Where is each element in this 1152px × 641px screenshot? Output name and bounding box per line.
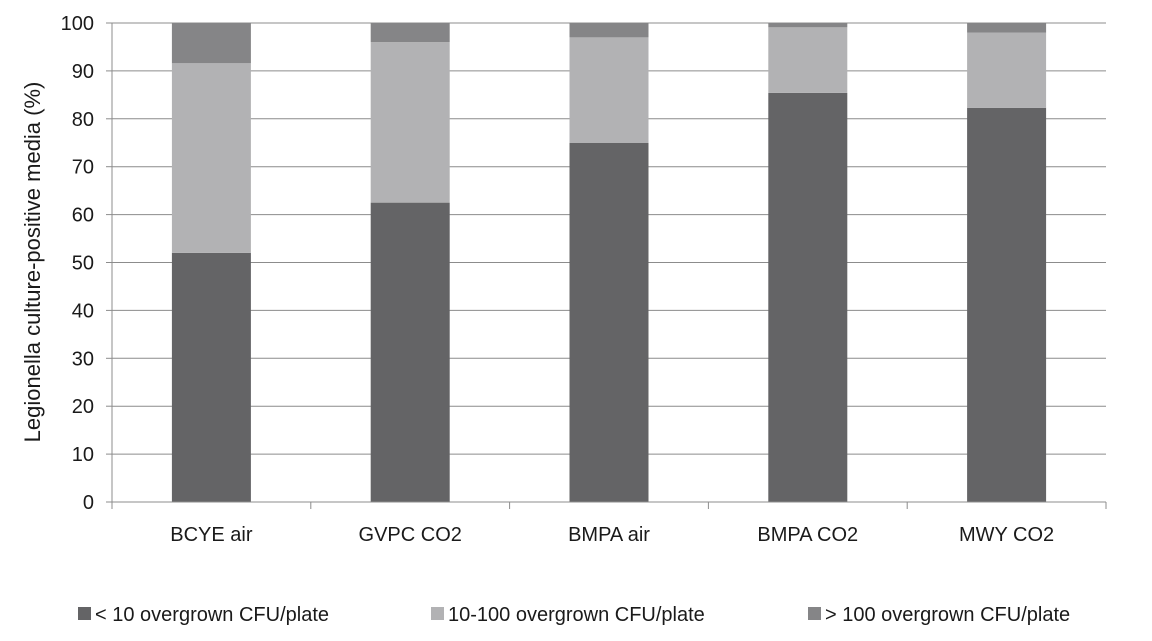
bar-segment bbox=[370, 23, 450, 43]
y-tick-label: 80 bbox=[72, 109, 94, 131]
y-tick-label: 50 bbox=[72, 253, 94, 275]
x-tick-label: BMPA air bbox=[568, 524, 650, 546]
axes bbox=[106, 22, 1107, 509]
legend-item: 10-100 overgrown CFU/plate bbox=[431, 604, 705, 626]
legend-swatch bbox=[431, 607, 444, 620]
x-tick-label: MWY CO2 bbox=[959, 524, 1054, 546]
y-tick-label: 40 bbox=[72, 300, 94, 322]
y-tick-label: 60 bbox=[72, 205, 94, 227]
bar-segment bbox=[569, 23, 649, 38]
bar-segment bbox=[768, 27, 848, 93]
legend-swatch bbox=[808, 607, 821, 620]
y-axis-label: Legionella culture-positive media (%) bbox=[20, 82, 45, 443]
x-tick-label: GVPC CO2 bbox=[359, 524, 462, 546]
bar-segment bbox=[967, 32, 1047, 108]
y-tick-label: 90 bbox=[72, 61, 94, 83]
bar-segment bbox=[171, 252, 251, 502]
y-tick-label: 0 bbox=[83, 492, 94, 514]
y-tick-label: 10 bbox=[72, 444, 94, 466]
bar-segment bbox=[967, 23, 1047, 33]
legend-item: < 10 overgrown CFU/plate bbox=[78, 604, 329, 626]
legend-swatch bbox=[78, 607, 91, 620]
y-tick-label: 30 bbox=[72, 348, 94, 370]
bar-segment bbox=[370, 202, 450, 502]
x-tick-label: BMPA CO2 bbox=[757, 524, 858, 546]
bar-segment bbox=[967, 107, 1047, 503]
y-tick-label: 70 bbox=[72, 157, 94, 179]
bars bbox=[171, 23, 1047, 503]
y-tick-labels: 0 10 20 30 40 50 60 70 80 90 100 bbox=[61, 13, 94, 514]
y-tick-label: 20 bbox=[72, 396, 94, 418]
bar-segment bbox=[569, 142, 649, 502]
y-tick-label: 100 bbox=[61, 13, 94, 35]
bar-segment bbox=[768, 23, 848, 28]
bar-segment bbox=[768, 92, 848, 503]
legend-label: > 100 overgrown CFU/plate bbox=[825, 604, 1070, 626]
x-tick-label: BCYE air bbox=[170, 524, 253, 546]
legend-item: > 100 overgrown CFU/plate bbox=[808, 604, 1070, 626]
x-tick-labels: BCYE air GVPC CO2 BMPA air BMPA CO2 MWY CO2 bbox=[170, 524, 1054, 546]
bar-segment bbox=[569, 37, 649, 143]
legend-label: < 10 overgrown CFU/plate bbox=[95, 604, 329, 626]
bar-segment bbox=[171, 23, 251, 64]
bar-segment bbox=[171, 63, 251, 253]
legend: < 10 overgrown CFU/plate 10-100 overgrown… bbox=[78, 604, 1070, 626]
bar-segment bbox=[370, 42, 450, 203]
legend-label: 10-100 overgrown CFU/plate bbox=[448, 604, 705, 626]
